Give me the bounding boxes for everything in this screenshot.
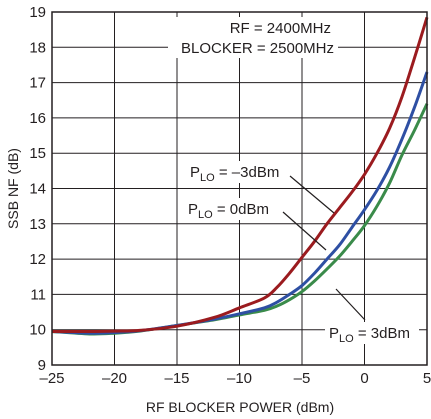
y-tick-label: 9 bbox=[38, 357, 46, 374]
plot-frame bbox=[51, 11, 428, 366]
y-tick-label: 13 bbox=[29, 216, 46, 233]
series-label-plo-0: PLO = 0dBm bbox=[184, 198, 327, 251]
x-tick-label: –10 bbox=[227, 370, 252, 387]
x-tick-label: –5 bbox=[294, 370, 311, 387]
x-tick-label: 0 bbox=[360, 370, 368, 387]
svg-text:PLO = –3dBm: PLO = –3dBm bbox=[190, 164, 279, 184]
x-axis-label: RF BLOCKER POWER (dBm) bbox=[146, 399, 334, 415]
y-tick-label: 10 bbox=[29, 322, 46, 339]
condition-blocker: BLOCKER = 2500MHz bbox=[181, 40, 334, 57]
x-tick-label: –20 bbox=[102, 370, 127, 387]
y-axis-label: SSB NF (dB) bbox=[5, 148, 21, 229]
x-tick-label: 5 bbox=[423, 370, 431, 387]
y-tick-label: 15 bbox=[29, 145, 46, 162]
x-tick-label: –15 bbox=[164, 370, 189, 387]
series-label-plo-3: PLO = 3dBm bbox=[325, 288, 419, 345]
leader-line-plo-0 bbox=[282, 211, 327, 251]
y-tick-label: 14 bbox=[29, 181, 46, 198]
x-tick-label: –25 bbox=[39, 370, 64, 387]
series-lines bbox=[51, 16, 429, 336]
leader-line-plo-3 bbox=[335, 288, 366, 321]
svg-text:PLO = 0dBm: PLO = 0dBm bbox=[188, 201, 269, 221]
y-tick-label: 18 bbox=[29, 39, 46, 56]
y-tick-label: 11 bbox=[30, 286, 46, 303]
leader-line-plo-minus3 bbox=[289, 175, 335, 214]
grid bbox=[51, 11, 428, 366]
series-label-plo-minus3: PLO = –3dBm bbox=[186, 161, 335, 214]
svg-text:PLO = 3dBm: PLO = 3dBm bbox=[329, 325, 410, 345]
series-line-plo-minus3 bbox=[51, 16, 429, 333]
y-tick-label: 19 bbox=[29, 4, 46, 21]
y-tick-label: 12 bbox=[29, 251, 46, 268]
y-tick-label: 16 bbox=[29, 110, 46, 127]
conditions-background bbox=[168, 17, 338, 58]
condition-rf: RF = 2400MHz bbox=[230, 20, 331, 37]
y-tick-label: 17 bbox=[29, 75, 46, 92]
tick-labels: –25 –20 –15 –10 –5 0 5 9 10 11 12 13 14 15 16 17 18 19 bbox=[29, 4, 431, 387]
